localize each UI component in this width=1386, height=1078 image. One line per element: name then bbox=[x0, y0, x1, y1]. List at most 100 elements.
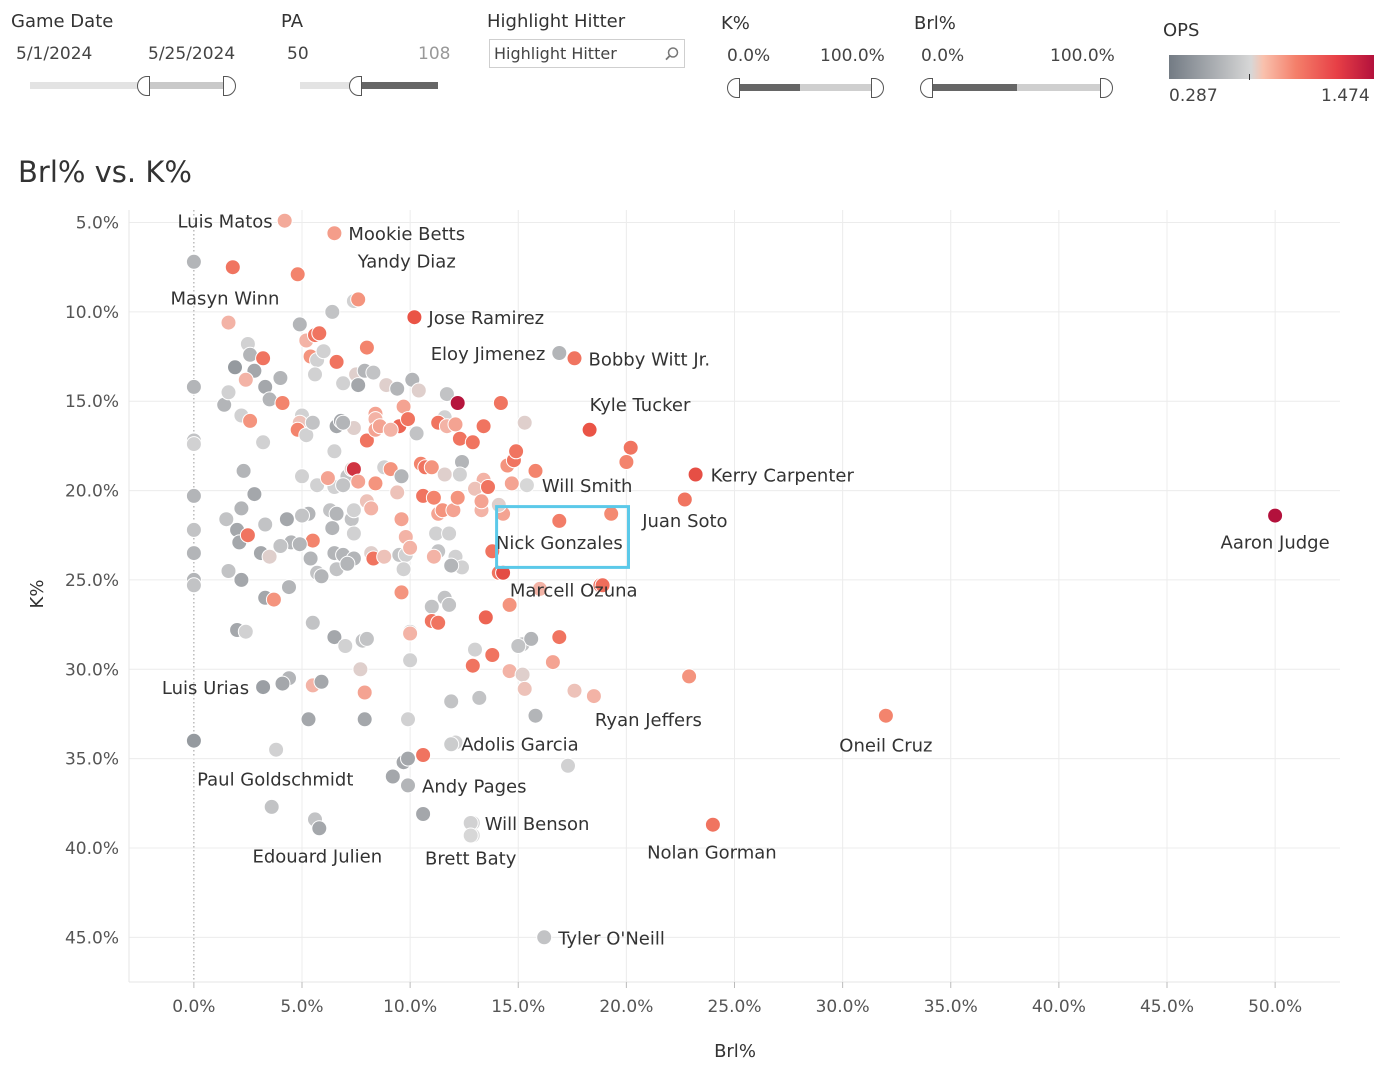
data-point bbox=[242, 412, 259, 429]
data-point bbox=[447, 416, 464, 433]
data-point bbox=[393, 511, 410, 528]
data-point bbox=[389, 380, 406, 397]
data-point bbox=[307, 366, 323, 383]
data-point bbox=[523, 630, 540, 647]
y-tick-label: 15.0% bbox=[65, 392, 119, 412]
x-tick-label: 45.0% bbox=[1140, 997, 1194, 1017]
labeled-data-point bbox=[551, 512, 568, 529]
highlight-hitter-input[interactable] bbox=[494, 42, 654, 64]
data-point bbox=[402, 625, 419, 642]
data-point bbox=[224, 259, 241, 276]
data-point bbox=[352, 661, 369, 678]
data-point bbox=[464, 657, 481, 674]
data-point bbox=[436, 466, 453, 483]
data-point bbox=[449, 395, 466, 411]
brl-pct-title: Brl% bbox=[914, 13, 956, 34]
point-label: Oneil Cruz bbox=[839, 736, 932, 757]
data-point bbox=[324, 303, 341, 320]
ops-gradient-bar bbox=[1169, 55, 1374, 79]
data-point bbox=[185, 487, 202, 504]
data-point bbox=[263, 798, 280, 815]
point-label: Mookie Betts bbox=[348, 224, 465, 245]
y-tick-label: 25.0% bbox=[65, 571, 119, 591]
data-point bbox=[451, 466, 468, 483]
data-point bbox=[313, 673, 330, 690]
k-pct-max: 100.0% bbox=[820, 46, 885, 66]
point-label: Nolan Gorman bbox=[647, 843, 777, 864]
data-point bbox=[410, 382, 427, 399]
data-point bbox=[185, 577, 202, 594]
data-point bbox=[326, 443, 343, 460]
data-point bbox=[495, 564, 512, 581]
ops-min: 0.287 bbox=[1169, 86, 1218, 106]
x-tick-label: 25.0% bbox=[707, 997, 761, 1017]
data-point bbox=[220, 384, 237, 401]
x-tick-label: 35.0% bbox=[924, 997, 978, 1017]
labeled-data-point bbox=[877, 707, 894, 724]
data-point bbox=[255, 350, 272, 367]
x-tick-label: 10.0% bbox=[383, 997, 437, 1017]
k-pct-min-handle[interactable] bbox=[727, 78, 740, 98]
data-point bbox=[527, 462, 544, 479]
data-point bbox=[356, 684, 373, 701]
x-tick-label: 30.0% bbox=[816, 997, 870, 1017]
data-point bbox=[484, 647, 501, 663]
data-point bbox=[185, 378, 202, 395]
labeled-data-point bbox=[1267, 507, 1284, 524]
labeled-data-point bbox=[581, 421, 598, 438]
labeled-data-point bbox=[289, 266, 306, 283]
point-label: Aaron Judge bbox=[1221, 533, 1330, 554]
point-label: Ryan Jeffers bbox=[595, 710, 702, 731]
labeled-data-point bbox=[536, 929, 553, 946]
ops-gradient-tick bbox=[1249, 74, 1250, 80]
labeled-data-point bbox=[585, 688, 602, 705]
data-point bbox=[531, 580, 548, 597]
x-tick-label: 20.0% bbox=[599, 997, 653, 1017]
y-tick-label: 5.0% bbox=[76, 214, 119, 234]
data-point bbox=[514, 666, 531, 683]
pa-min: 50 bbox=[287, 44, 309, 64]
data-point bbox=[358, 339, 375, 356]
data-point bbox=[490, 496, 507, 513]
pa-min-handle[interactable] bbox=[349, 76, 362, 96]
data-point bbox=[272, 370, 289, 386]
brl-pct-min-handle[interactable] bbox=[920, 78, 933, 98]
k-pct-track[interactable] bbox=[740, 84, 878, 91]
point-label: Adolis Garcia bbox=[461, 734, 578, 755]
labeled-data-point bbox=[551, 345, 568, 361]
data-point bbox=[618, 454, 635, 470]
brl-pct-track[interactable] bbox=[933, 84, 1107, 91]
search-icon[interactable] bbox=[664, 46, 680, 62]
data-point bbox=[328, 353, 345, 370]
point-label: Eloy Jimenez bbox=[431, 344, 546, 365]
data-point bbox=[350, 377, 367, 394]
data-point bbox=[237, 623, 254, 640]
data-point bbox=[402, 539, 419, 556]
data-point bbox=[676, 491, 693, 508]
data-point bbox=[425, 489, 442, 506]
labeled-data-point bbox=[255, 679, 272, 696]
data-point bbox=[566, 682, 583, 699]
data-point bbox=[304, 614, 321, 631]
x-axis-title: Brl% bbox=[714, 1041, 756, 1062]
labeled-data-point bbox=[276, 212, 293, 229]
data-point bbox=[681, 668, 698, 685]
data-point bbox=[467, 641, 483, 658]
y-tick-label: 45.0% bbox=[65, 928, 119, 948]
data-point bbox=[185, 436, 202, 453]
x-tick-label: 0.0% bbox=[172, 997, 215, 1017]
data-point bbox=[516, 680, 533, 697]
data-point bbox=[473, 493, 490, 510]
data-point bbox=[220, 563, 237, 579]
data-point bbox=[272, 538, 289, 554]
game-date-min-handle[interactable] bbox=[137, 76, 150, 96]
point-label: Tyler O'Neill bbox=[557, 928, 665, 949]
data-point bbox=[261, 548, 278, 565]
game-date-track[interactable] bbox=[30, 82, 233, 89]
data-point bbox=[239, 527, 256, 544]
highlight-hitter-box[interactable] bbox=[489, 39, 685, 68]
data-point bbox=[384, 768, 401, 785]
labeled-data-point bbox=[462, 827, 479, 844]
data-point bbox=[510, 638, 527, 654]
